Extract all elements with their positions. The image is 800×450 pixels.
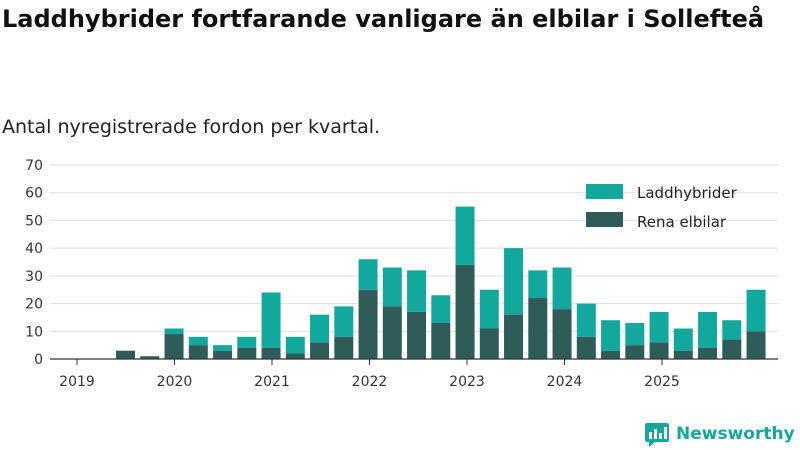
bar-laddhybrider (552, 267, 572, 310)
bar-rena-elbilar (528, 298, 548, 359)
bar-rena-elbilar (601, 350, 621, 359)
bar-rena-elbilar (261, 347, 281, 359)
brand-name: Newsworthy (676, 424, 795, 444)
bar-rena-elbilar (213, 350, 233, 359)
y-axis: 0 10 20 30 40 50 60 70 (25, 158, 43, 368)
bar-rena-elbilar (164, 334, 184, 359)
bar-rena-elbilar (140, 356, 160, 359)
x-tick-label: 2021 (254, 374, 290, 390)
bar-laddhybrider (698, 311, 718, 348)
bar-rena-elbilar (746, 331, 766, 359)
bars (116, 206, 766, 359)
bar-rena-elbilar (431, 322, 451, 359)
newsworthy-logo-icon (645, 423, 669, 447)
bar-rena-elbilar (673, 350, 693, 359)
bar-rena-elbilar (455, 264, 475, 359)
y-tick-label: 10 (25, 324, 43, 340)
bar-laddhybrider (407, 270, 427, 312)
bar-rena-elbilar (552, 309, 572, 359)
y-tick-label: 60 (25, 186, 43, 202)
legend-label-rena-elbilar: Rena elbilar (637, 213, 727, 231)
bar-laddhybrider (504, 248, 524, 315)
bar-laddhybrider (455, 206, 475, 265)
bar-rena-elbilar (698, 347, 718, 359)
bar-rena-elbilar (237, 347, 257, 359)
y-tick-label: 70 (25, 158, 43, 174)
bar-laddhybrider (188, 336, 208, 346)
y-tick-label: 0 (34, 352, 43, 368)
bar-laddhybrider (722, 320, 742, 340)
bar-laddhybrider (649, 311, 669, 343)
bar-rena-elbilar (358, 289, 378, 359)
bar-rena-elbilar (722, 339, 742, 359)
bar-laddhybrider (213, 345, 233, 351)
bar-laddhybrider (334, 306, 354, 337)
bar-rena-elbilar (116, 350, 136, 359)
bar-laddhybrider (237, 336, 257, 348)
x-tick-label: 2020 (157, 374, 193, 390)
bar-rena-elbilar (407, 311, 427, 359)
bar-laddhybrider (358, 259, 378, 290)
bar-laddhybrider (673, 328, 693, 351)
bar-rena-elbilar (576, 336, 596, 359)
bar-laddhybrider (164, 328, 184, 335)
bar-rena-elbilar (334, 336, 354, 359)
bar-laddhybrider (601, 320, 621, 351)
bar-laddhybrider (285, 336, 305, 354)
bar-rena-elbilar (625, 345, 645, 359)
chart-subtitle: Antal nyregistrerade fordon per kvartal. (2, 116, 381, 138)
legend: Laddhybrider Rena elbilar (586, 184, 738, 231)
x-tick-label: 2019 (59, 374, 95, 390)
bar-rena-elbilar (479, 328, 499, 359)
legend-label-laddhybrider: Laddhybrider (637, 184, 738, 202)
y-tick-label: 50 (25, 213, 43, 229)
bar-laddhybrider (746, 289, 766, 332)
y-tick-label: 30 (25, 269, 43, 285)
y-tick-label: 40 (25, 241, 43, 257)
bar-rena-elbilar (310, 342, 330, 359)
x-tick-label: 2024 (547, 374, 583, 390)
y-tick-label: 20 (25, 297, 43, 313)
bar-rena-elbilar (504, 314, 524, 359)
bar-laddhybrider (479, 289, 499, 329)
legend-swatch-laddhybrider (586, 184, 623, 199)
bar-laddhybrider (310, 314, 330, 343)
bar-laddhybrider (625, 322, 645, 346)
bar-rena-elbilar (188, 345, 208, 359)
bar-rena-elbilar (649, 342, 669, 359)
bar-laddhybrider (382, 267, 402, 307)
x-tick-label: 2025 (644, 374, 680, 390)
x-axis: 2019 2020 2021 2022 2023 2024 2025 (59, 359, 680, 390)
bar-laddhybrider (528, 270, 548, 299)
legend-swatch-rena-elbilar (586, 212, 623, 227)
bar-rena-elbilar (382, 306, 402, 359)
brand-logo: Newsworthy (644, 420, 795, 448)
bar-rena-elbilar (285, 353, 305, 359)
stacked-bar-chart: 0 10 20 30 40 50 60 70 2019 2020 2021 2022 2023 2024… (25, 158, 778, 390)
bar-laddhybrider (261, 292, 281, 348)
x-tick-label: 2023 (449, 374, 485, 390)
chart-title: Laddhybrider fortfarande vanligare än el… (2, 5, 765, 33)
bar-laddhybrider (431, 295, 451, 323)
bar-laddhybrider (576, 303, 596, 337)
x-tick-label: 2022 (352, 374, 388, 390)
